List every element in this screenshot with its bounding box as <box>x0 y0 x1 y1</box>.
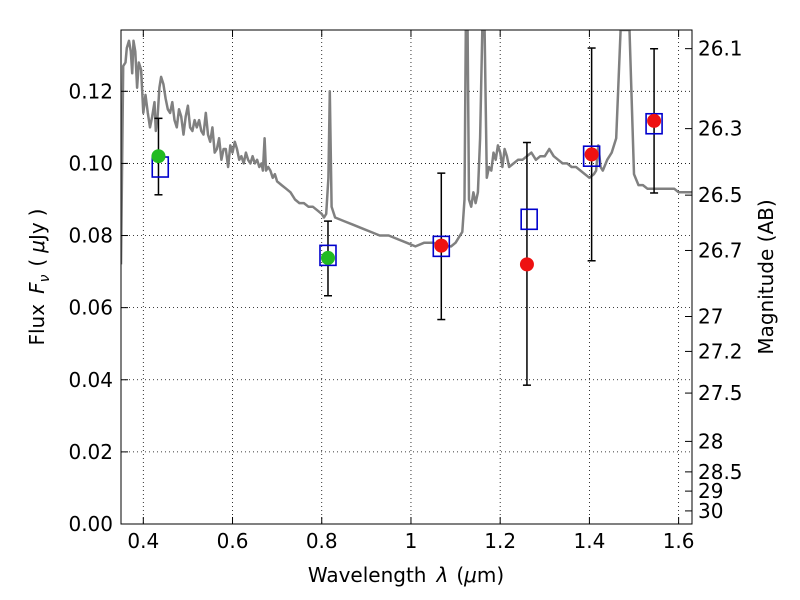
error-bars <box>154 47 659 386</box>
magnitude-tick-label: 28 <box>698 429 723 453</box>
y-tick-label: 0.04 <box>68 368 113 392</box>
magnitude-tick-label: 26.3 <box>698 117 743 141</box>
magnitude-tick-label: 27 <box>698 305 723 329</box>
model-spectrum <box>121 30 692 265</box>
x-tick-label: 1.6 <box>663 529 695 553</box>
y-tick-label: 0.00 <box>68 512 113 536</box>
x-tick-label: 0.4 <box>127 529 159 553</box>
y-tick-label: 0.10 <box>68 151 113 175</box>
plot-frame <box>120 29 693 525</box>
observed-point-red <box>434 238 449 253</box>
grid <box>121 30 692 524</box>
x-tick-label: 0.8 <box>306 529 338 553</box>
magnitude-tick-label: 27.2 <box>698 339 743 363</box>
y-tick-label: 0.06 <box>68 296 113 320</box>
magnitude-tick-label: 27.5 <box>698 381 743 405</box>
magnitude-tick-label: 26.1 <box>698 37 743 61</box>
y-tick-label: 0.02 <box>68 440 113 464</box>
y-axis: 0.00 0.02 0.04 0.06 0.08 0.10 0.12 <box>68 79 128 536</box>
x-axis: 0.4 0.6 0.8 1 1.2 1.4 1.6 <box>127 30 695 553</box>
magnitude-tick-label: 26.5 <box>698 183 743 207</box>
model-point <box>582 145 601 168</box>
x-axis-label: Wavelength λ (μm) <box>308 563 504 587</box>
magnitude-tick-label: 30 <box>698 499 723 523</box>
magnitude-tick-label: 28.5 <box>698 460 743 484</box>
observed-points <box>151 113 662 272</box>
observed-point-red <box>647 113 662 128</box>
observed-point-red <box>519 257 534 272</box>
observed-point-green <box>320 250 335 265</box>
magnitude-tick-label: 29 <box>698 479 723 503</box>
magnitude-tick-label: 26.7 <box>698 238 743 262</box>
x-tick-label: 1.4 <box>573 529 605 553</box>
spectrum-line <box>121 30 692 265</box>
model-point <box>520 208 538 231</box>
model-point <box>319 244 337 267</box>
model-point <box>645 112 663 135</box>
observed-point-green <box>151 149 166 164</box>
y-tick-label: 0.12 <box>68 79 113 103</box>
observed-point-red <box>584 147 599 162</box>
magnitude-axis-label: Magnitude (AB) <box>754 199 778 354</box>
model-points <box>151 112 663 267</box>
model-point <box>432 235 451 258</box>
x-tick-label: 0.6 <box>217 529 249 553</box>
x-tick-label: 1.2 <box>484 529 516 553</box>
y-axis-label: FluxFν(μJy) <box>25 208 53 345</box>
x-tick-label: 1 <box>405 529 418 553</box>
y-tick-label: 0.08 <box>68 224 113 248</box>
